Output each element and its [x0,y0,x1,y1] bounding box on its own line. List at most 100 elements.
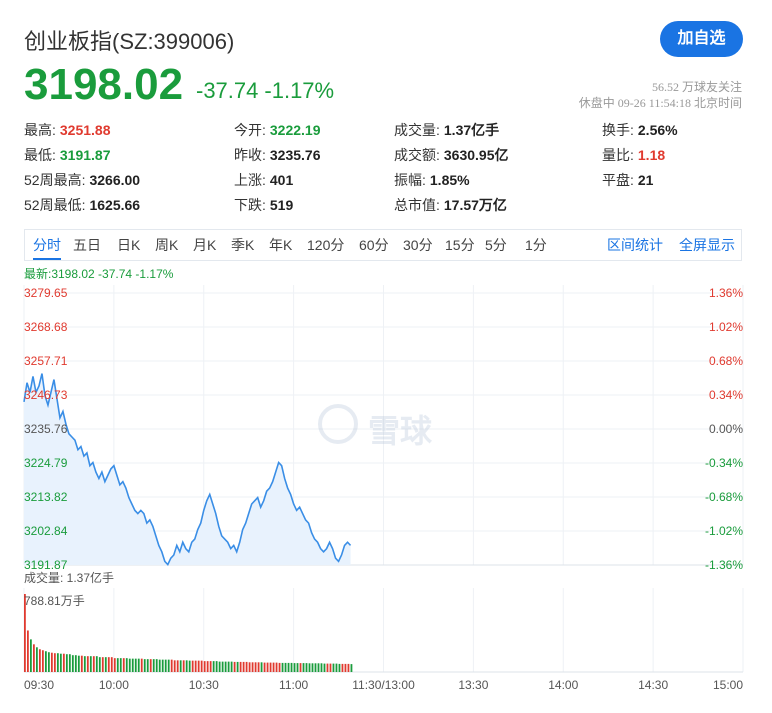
volume-bar [299,663,302,672]
y-right-tick: 1.36% [709,286,743,300]
stat-value: 21 [637,172,654,188]
volume-bar [308,663,311,672]
volume-bar [176,660,179,672]
change-percent: -1.17% [264,78,335,103]
volume-bar [323,663,326,672]
volume-bar [230,661,233,672]
stat-label: 上涨: [234,172,266,188]
volume-bar [251,662,254,672]
volume-bar [218,661,221,672]
y-left-tick: 3279.65 [24,286,68,300]
volume-bar [170,659,173,672]
volume-bar [62,653,65,672]
change-value: -37.74 [196,78,259,103]
market-status: 休盘中 09-26 11:54:18 北京时间 [578,96,742,110]
stat-label: 52周最低: [24,197,86,213]
volume-bar [284,662,287,672]
volume-bar [275,662,278,672]
volume-bar [182,660,185,672]
watermark-text: 雪球 [368,413,433,449]
add-to-watchlist-button[interactable]: 加自选 [660,21,743,57]
x-tick: 10:30 [189,678,219,692]
volume-bar [257,662,260,672]
volume-bar [326,663,329,672]
volume-bar [173,660,176,672]
tab-12[interactable]: 1分 [525,237,547,253]
volume-bar [149,659,152,672]
volume-bar [32,644,35,672]
stat-item: 平盘: 21 [602,170,653,190]
tab-0[interactable]: 分时 [33,230,61,260]
volume-bar [338,663,341,672]
stat-item: 今开: 3222.19 [234,120,321,140]
stat-item: 52周最高: 3266.00 [24,170,140,190]
volume-bar [185,660,188,672]
volume-bar [158,659,161,672]
y-left-tick: 3224.79 [24,456,68,470]
volume-bar [350,664,353,672]
stat-label: 下跌: [234,197,266,213]
y-left-tick: 3235.76 [24,422,68,436]
tab-9[interactable]: 30分 [403,237,433,253]
tab-2[interactable]: 日K [117,237,141,253]
fullscreen-link[interactable]: 全屏显示 [679,237,735,253]
tab-11[interactable]: 5分 [485,237,507,253]
volume-bar [77,655,80,672]
tab-4[interactable]: 月K [193,237,217,253]
stat-label: 最高: [24,122,56,138]
y-right-tick: 0.34% [709,388,743,402]
y-right-tick: -1.02% [705,524,743,538]
tab-3[interactable]: 周K [155,237,179,253]
period-tabs: 分时 五日 日K 周K 月K 季K 年K 120分 60分 30分 15分 5分 1分 区间统计 全屏显示 [24,229,742,261]
volume-bar [206,661,209,672]
volume-bar [134,658,137,672]
stat-value: 3191.87 [59,147,111,163]
tab-7[interactable]: 120分 [307,237,345,253]
volume-bar [227,661,230,672]
volume-bar [215,661,218,672]
volume-bar [194,660,197,672]
volume-bar [143,659,146,672]
stat-value: 1.37亿手 [443,122,500,138]
stat-value: 1.18 [637,147,666,163]
y-right-tick: -1.36% [705,558,743,572]
tab-8[interactable]: 60分 [359,237,389,253]
volume-bar [320,663,323,672]
tab-6[interactable]: 年K [269,237,293,253]
volume-bar [41,650,44,672]
volume-bar [239,661,242,672]
volume-bar [47,652,50,672]
x-tick: 11:30/13:00 [352,678,415,692]
price-area [24,373,351,565]
volume-bar [44,651,47,672]
stat-item: 下跌: 519 [234,195,293,215]
tab-10[interactable]: 15分 [445,237,475,253]
stat-item: 最高: 3251.88 [24,120,111,140]
volume-bar [347,663,350,672]
volume-bar [296,663,299,672]
volume-bar [38,649,41,672]
tab-1[interactable]: 五日 [73,237,101,253]
volume-bar [221,661,224,672]
volume-bar [92,656,95,672]
volume-bar [212,661,215,672]
y-left-tick: 3246.73 [24,388,68,402]
stat-label: 量比: [602,147,634,163]
y-left-tick: 3202.84 [24,524,68,538]
volume-bar [95,656,98,672]
volume-bar [242,661,245,672]
volume-bar [137,658,140,672]
volume-bar [236,661,239,672]
y-right-tick: -0.68% [705,490,743,504]
stat-item: 上涨: 401 [234,170,293,190]
x-tick: 11:00 [279,678,308,692]
current-price: 3198.02 [24,60,184,109]
y-left-tick: 3257.71 [24,354,68,368]
tab-5[interactable]: 季K [231,237,255,253]
volume-bar [290,662,293,672]
watermark-logo: 雪球 [318,402,458,449]
stat-value: 3251.88 [59,122,111,138]
range-stats-link[interactable]: 区间统计 [607,237,663,253]
x-tick: 14:00 [548,678,578,692]
volume-bar [29,639,32,672]
